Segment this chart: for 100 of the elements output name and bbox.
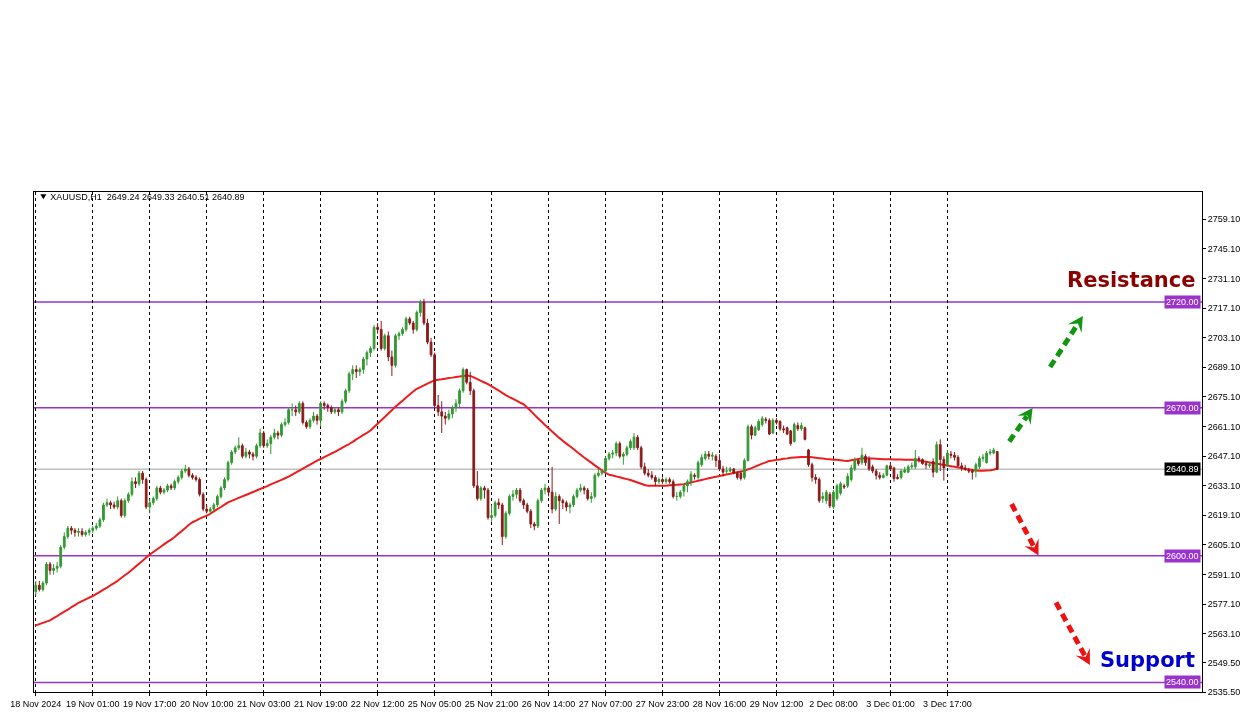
candlestick	[657, 476, 661, 485]
y-tick-label: 2605.10	[1207, 540, 1241, 550]
candlestick	[874, 468, 878, 481]
candlestick	[970, 468, 974, 481]
x-tick-label: 25 Nov 21:00	[464, 698, 519, 709]
y-tick-label: 2759.10	[1207, 214, 1241, 225]
x-tick-label: 3 Dec 17:00	[923, 698, 972, 709]
candlestick	[661, 476, 664, 485]
candlestick	[37, 580, 41, 593]
candlestick	[276, 430, 280, 440]
y-tick-label: 2563.10	[1207, 628, 1241, 639]
x-tick-label: 22 Nov 12:00	[350, 698, 405, 709]
candlestick	[493, 500, 497, 519]
candlestick	[70, 525, 73, 535]
candlestick	[251, 451, 255, 461]
candlestick	[87, 527, 91, 537]
ref-line-label: 2600.00	[1166, 551, 1199, 561]
candlestick	[244, 447, 248, 459]
candlestick	[550, 466, 554, 514]
candlestick	[803, 426, 807, 441]
candlestick	[187, 466, 191, 478]
candlestick	[301, 400, 305, 426]
x-tick-label: 25 Nov 05:00	[407, 698, 462, 709]
candlestick	[169, 483, 173, 491]
y-tick-label: 2661.10	[1207, 421, 1241, 432]
x-tick-label: 27 Nov 23:00	[635, 698, 690, 709]
candlestick	[718, 453, 721, 472]
candlestick	[237, 436, 241, 451]
candlestick	[73, 527, 77, 538]
candlestick	[94, 522, 98, 531]
candlestick	[119, 498, 123, 519]
candlestick	[411, 320, 415, 335]
candlestick	[394, 333, 397, 368]
candlestick	[693, 472, 696, 481]
x-tick-label: 27 Nov 07:00	[578, 698, 633, 709]
candlestick	[52, 563, 55, 576]
candlestick	[333, 407, 337, 415]
candlestick	[604, 455, 607, 474]
candlestick	[906, 464, 910, 474]
candlestick	[354, 364, 358, 379]
candlestick	[554, 491, 558, 512]
candlestick	[447, 409, 451, 421]
candlestick	[735, 470, 739, 481]
candlestick	[750, 424, 753, 440]
candlestick	[262, 430, 266, 449]
candlestick	[995, 450, 999, 471]
candlestick	[116, 495, 120, 510]
candlestick	[112, 501, 116, 510]
candlestick	[632, 432, 636, 451]
candlestick	[821, 491, 825, 504]
candlestick	[985, 450, 988, 465]
candlestick	[892, 466, 896, 483]
candlestick	[148, 498, 152, 514]
x-tick-label: 29 Nov 12:00	[749, 698, 804, 709]
candlestick	[280, 421, 283, 438]
candlestick	[77, 527, 80, 538]
candlestick	[921, 457, 924, 466]
candlestick	[935, 440, 939, 474]
candlestick	[287, 407, 290, 426]
y-tick-label: 2633.10	[1207, 480, 1241, 491]
y-tick-label: 2619.10	[1207, 510, 1241, 521]
candlestick	[760, 415, 764, 428]
annotation: Resistance	[1067, 268, 1196, 292]
candlestick	[109, 500, 112, 510]
candlestick	[490, 504, 493, 523]
candlestick	[671, 479, 675, 500]
candlestick	[867, 455, 871, 472]
candlestick	[739, 470, 743, 482]
candlestick	[885, 464, 889, 477]
candlestick	[337, 407, 340, 417]
y-tick-label: 2647.10	[1207, 451, 1241, 462]
candlestick	[329, 405, 333, 415]
y-tick-label: 2731.10	[1207, 273, 1241, 284]
x-tick-label: 19 Nov 17:00	[122, 698, 177, 709]
candlestick	[162, 487, 166, 495]
ref-line-label: 2540.00	[1166, 677, 1199, 687]
candlestick	[91, 525, 95, 534]
x-tick-label: 18 Nov 2024	[10, 698, 62, 709]
x-tick-label: 21 Nov 03:00	[236, 698, 291, 709]
candlestick	[593, 472, 597, 500]
y-tick-label: 2745.10	[1207, 244, 1241, 255]
ref-line-label: 2640.89	[1166, 464, 1199, 474]
candlestick	[80, 527, 84, 538]
y-tick-label: 2549.50	[1207, 657, 1241, 668]
y-tick-label: 2717.10	[1207, 303, 1241, 314]
candlestick	[614, 440, 618, 457]
candlestick	[379, 320, 383, 352]
ref-line-label: 2720.00	[1166, 297, 1199, 307]
candlestick	[240, 443, 244, 459]
x-tick-label: 2 Dec 08:00	[809, 698, 858, 709]
candlestick	[931, 457, 935, 478]
candlestick	[137, 470, 141, 487]
candlestick	[500, 502, 504, 546]
candlestick	[824, 489, 828, 505]
candlestick	[800, 421, 803, 432]
candlestick	[789, 429, 793, 447]
candlestick	[992, 447, 996, 455]
candlestick	[248, 449, 251, 459]
x-tick-label: 19 Nov 01:00	[65, 698, 120, 709]
y-tick-label: 2675.10	[1207, 392, 1241, 403]
